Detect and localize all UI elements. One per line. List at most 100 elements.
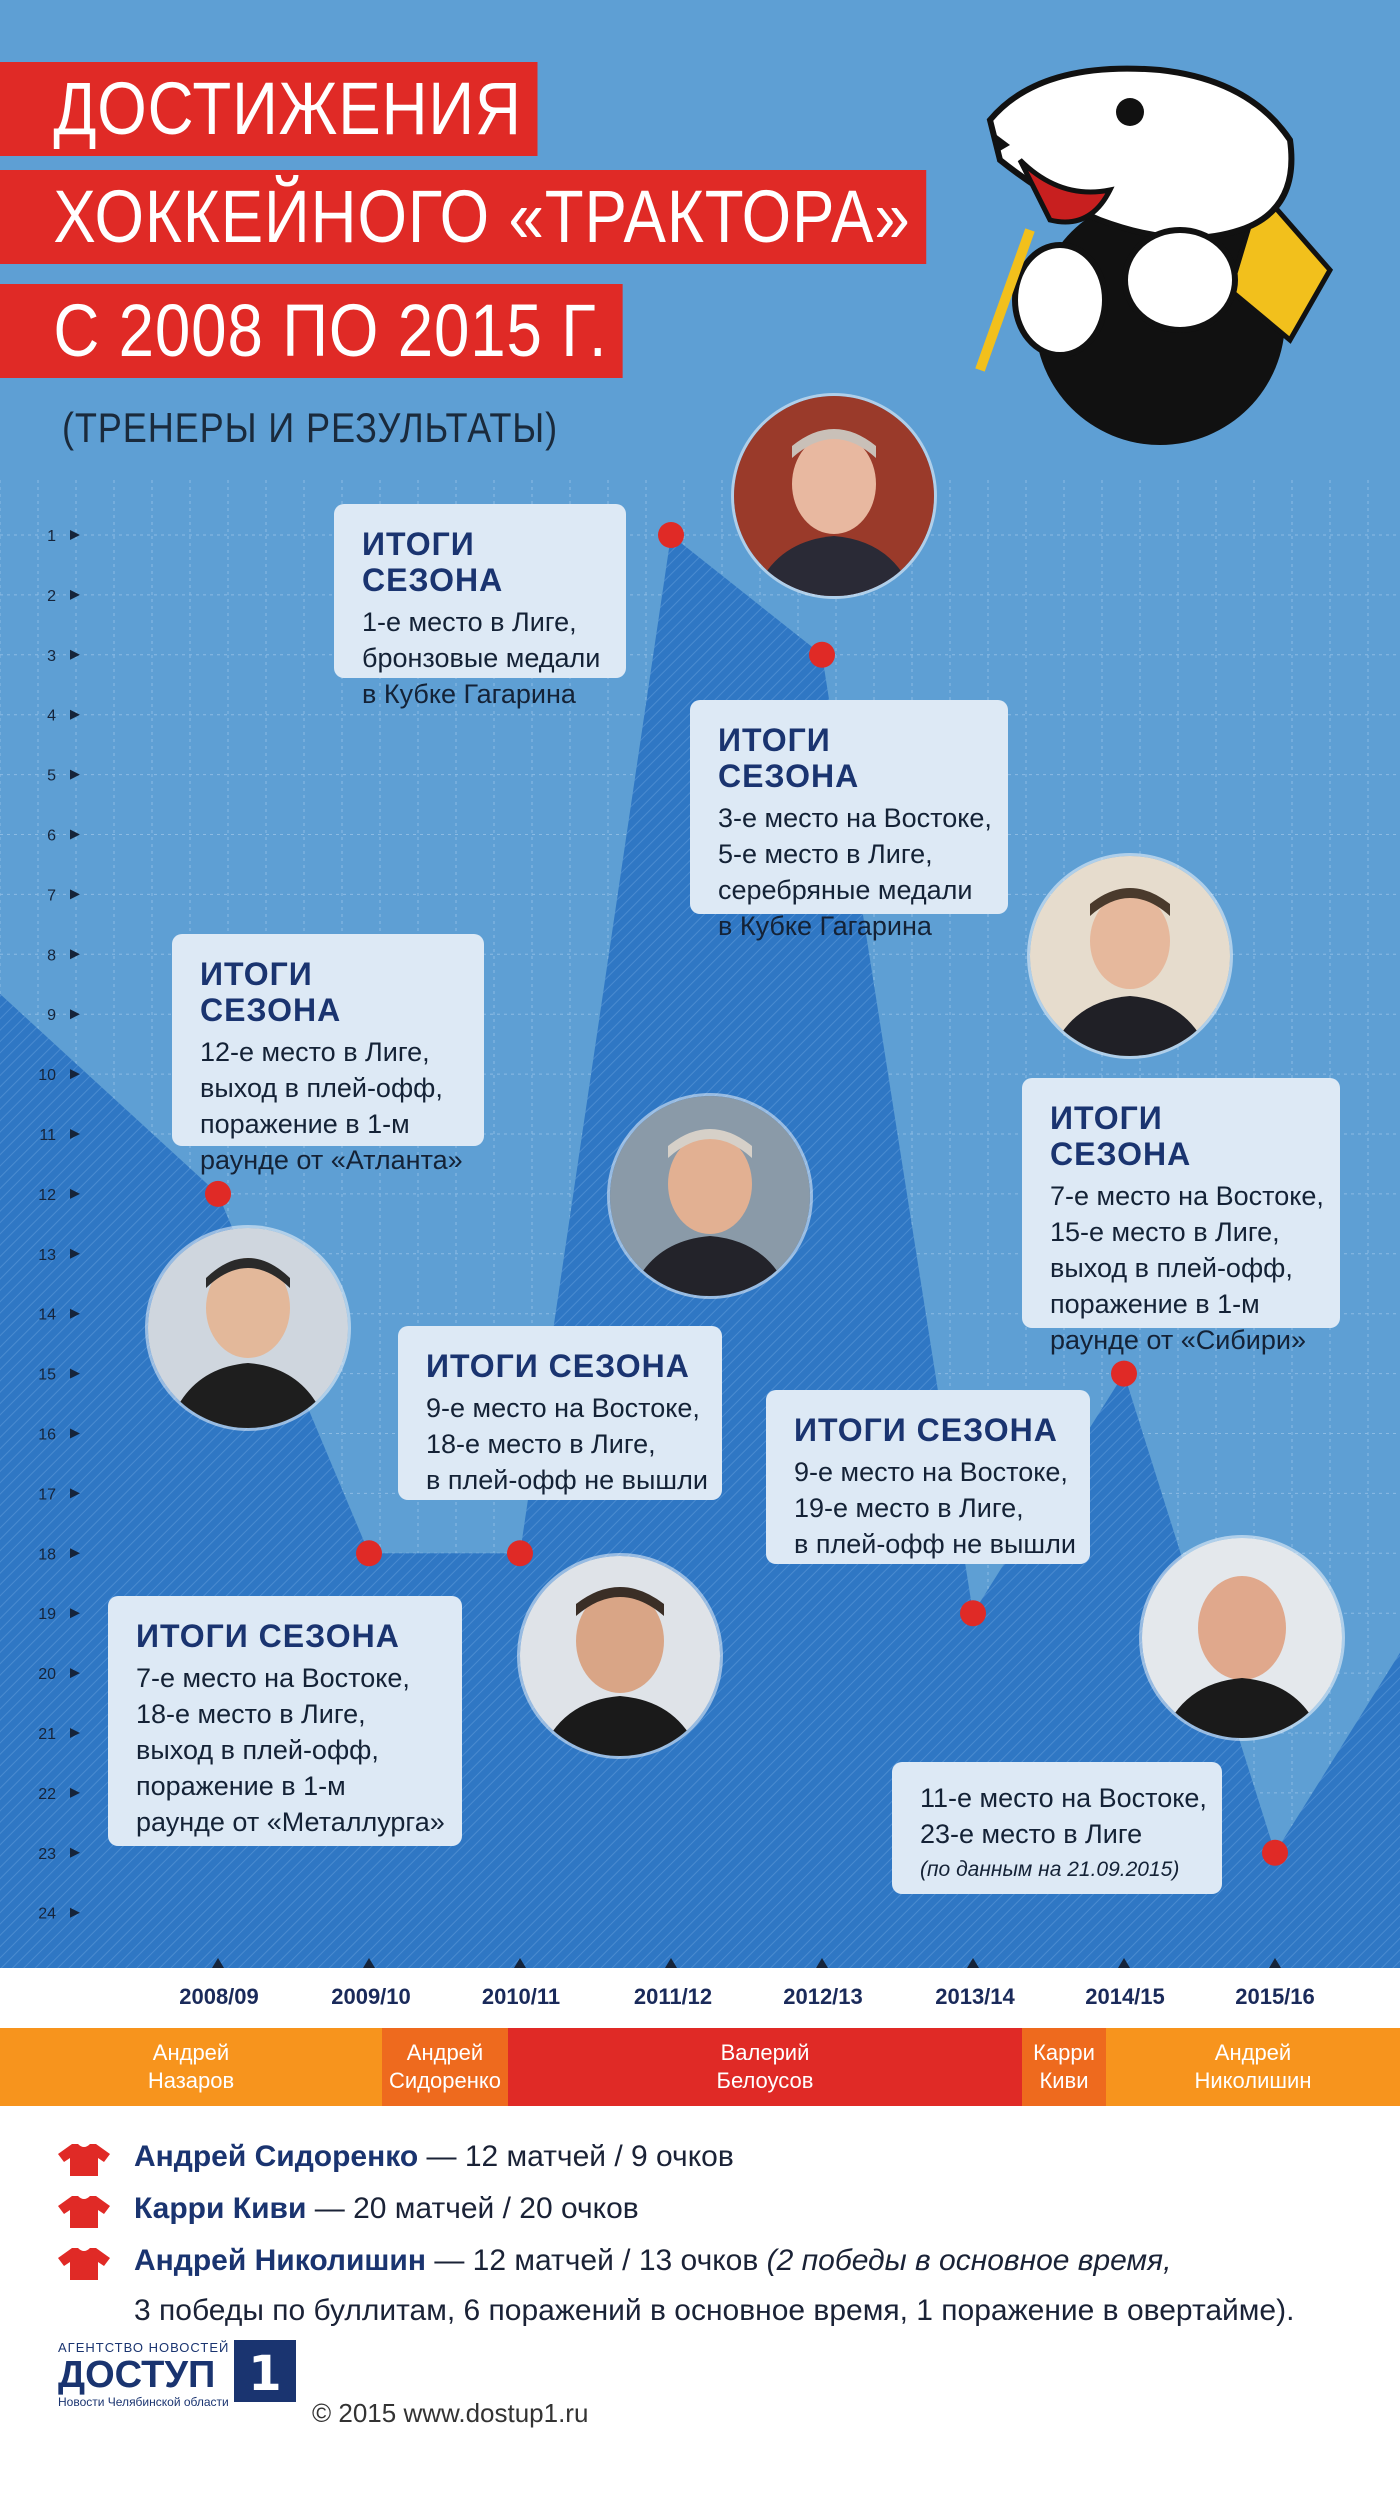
x-axis-band bbox=[0, 1968, 1400, 2028]
x-tick-label: 2008/09 bbox=[179, 1984, 259, 2009]
stat-extra: (2 победы в основное время, bbox=[766, 2244, 1172, 2277]
y-tick-mark bbox=[70, 709, 80, 720]
callout-2013-14: ИТОГИ СЕЗОНА 9-е место на Востоке, 19-е … bbox=[766, 1390, 1090, 1564]
coach-segment-sidorenko: Андрей Сидоренко bbox=[382, 2028, 508, 2106]
callout-line: 18-е место в Лиге, bbox=[136, 1699, 366, 1729]
y-tick-mark bbox=[70, 1668, 80, 1679]
jersey-icon bbox=[58, 2144, 110, 2176]
stat-line-sidorenko: Андрей Сидоренко — 12 матчей / 9 очков bbox=[134, 2140, 734, 2174]
callout-line: 5-е место в Лиге, bbox=[718, 839, 933, 869]
x-tick-label: 2012/13 bbox=[783, 1984, 863, 2009]
coach-photo-icon bbox=[148, 1228, 348, 1428]
data-point bbox=[507, 1540, 533, 1567]
stats-section bbox=[0, 2106, 1400, 2500]
jersey-icon bbox=[58, 2196, 110, 2228]
coach-name: Карри bbox=[1033, 2040, 1095, 2065]
coach-surname: Назаров bbox=[147, 2068, 235, 2093]
callout-line: в плей-офф не вышли bbox=[426, 1465, 708, 1495]
dostup-logo: АГЕНТСТВО НОВОСТЕЙ ДОСТУП Новости Челяби… bbox=[58, 2340, 298, 2430]
x-tick-mark bbox=[665, 1958, 677, 1968]
y-tick-label: 7 bbox=[47, 887, 56, 904]
callout-line: 19-е место в Лиге, bbox=[794, 1493, 1024, 1523]
stat-name: Андрей Николишин bbox=[134, 2244, 426, 2277]
x-tick-label: 2015/16 bbox=[1235, 1984, 1315, 2009]
y-tick-mark bbox=[70, 1847, 80, 1858]
y-tick-label: 2 bbox=[47, 588, 56, 605]
y-tick-label: 24 bbox=[38, 1906, 56, 1923]
y-tick-label: 19 bbox=[38, 1606, 56, 1623]
dostup-1-icon: 1 bbox=[234, 2340, 296, 2402]
y-tick-label: 3 bbox=[47, 648, 56, 665]
callout-line: 11-е место на Востоке, bbox=[920, 1783, 1207, 1813]
data-point bbox=[205, 1180, 231, 1207]
y-tick-mark bbox=[70, 1488, 80, 1499]
y-tick-mark bbox=[70, 649, 80, 660]
callout-line: 1-е место в Лиге, bbox=[362, 607, 577, 637]
data-point bbox=[1111, 1360, 1137, 1387]
y-tick-label: 22 bbox=[38, 1786, 56, 1803]
y-tick-mark bbox=[70, 889, 80, 900]
callout-line: 23-е место в Лиге bbox=[920, 1819, 1143, 1849]
callout-line: раунде от «Металлурга» bbox=[136, 1807, 445, 1837]
x-tick-label: 2010/11 bbox=[481, 1984, 561, 2009]
stat-name: Андрей Сидоренко bbox=[134, 2140, 419, 2173]
y-tick-mark bbox=[70, 1129, 80, 1139]
callout-heading: ИТОГИ СЕЗОНА bbox=[794, 1412, 1058, 1448]
agency-name: ДОСТУП bbox=[58, 2354, 216, 2396]
y-tick-label: 6 bbox=[47, 828, 56, 845]
stat-value: — 12 матчей / 13 очков bbox=[426, 2244, 767, 2277]
callout-line: поражение в 1-м bbox=[200, 1109, 410, 1139]
y-tick-label: 23 bbox=[38, 1846, 56, 1863]
agency-sub: Новости Челябинской области bbox=[58, 2395, 229, 2409]
stat-extra-line: 3 победы по буллитам, 6 поражений в осно… bbox=[134, 2294, 1295, 2327]
callout-2009-10: ИТОГИ СЕЗОНА 7-е место на Востоке, 18-е … bbox=[108, 1596, 462, 1846]
y-tick-mark bbox=[70, 829, 80, 840]
callout-heading: ИТОГИ СЕЗОНА bbox=[362, 526, 504, 598]
x-tick-mark bbox=[363, 1958, 375, 1968]
y-tick-mark bbox=[70, 1787, 80, 1798]
y-tick-mark bbox=[70, 1069, 80, 1080]
callout-line: 12-е место в Лиге, bbox=[200, 1037, 430, 1067]
title-line-2: хоккейного «Трактора» bbox=[0, 170, 927, 264]
x-tick-mark bbox=[816, 1958, 828, 1968]
chart-markers bbox=[205, 522, 1288, 1968]
coach-surname: Белоусов bbox=[716, 2068, 814, 2093]
callout-line: 15-е место в Лиге, bbox=[1050, 1217, 1280, 1247]
data-point bbox=[1262, 1839, 1288, 1866]
coach-segment-nazarov: Андрей Назаров bbox=[0, 2028, 382, 2106]
coach-photo-icon bbox=[520, 1556, 720, 1756]
y-tick-label: 8 bbox=[47, 947, 56, 964]
stat-line-kivi: Карри Киви — 20 матчей / 20 очков bbox=[134, 2192, 639, 2226]
y-tick-label: 1 bbox=[47, 528, 56, 545]
x-tick-mark bbox=[1269, 1958, 1281, 1968]
y-tick-label: 13 bbox=[38, 1247, 56, 1264]
callout-line: серебряные медали bbox=[718, 875, 973, 905]
y-tick-mark bbox=[70, 1248, 80, 1259]
data-point bbox=[960, 1600, 986, 1627]
agency-top: АГЕНТСТВО НОВОСТЕЙ bbox=[58, 2340, 230, 2355]
y-tick-label: 21 bbox=[38, 1726, 56, 1743]
coach-name: Андрей bbox=[152, 2040, 230, 2065]
y-tick-label: 5 bbox=[47, 768, 56, 785]
y-tick-mark bbox=[70, 1608, 80, 1619]
x-tick-label: 2009/10 bbox=[331, 1984, 411, 2009]
y-tick-label: 11 bbox=[39, 1127, 56, 1144]
stat-name: Карри Киви bbox=[134, 2192, 307, 2225]
coach-segment-nikolishin: Андрей Николишин bbox=[1106, 2028, 1400, 2106]
callout-line: 7-е место на Востоке, bbox=[136, 1663, 410, 1693]
y-tick-label: 15 bbox=[38, 1367, 56, 1384]
data-point bbox=[356, 1540, 382, 1567]
callout-heading: ИТОГИ СЕЗОНА bbox=[200, 956, 342, 1028]
callout-line: выход в плей-офф, bbox=[136, 1735, 379, 1765]
subtitle: (тренеры и результаты) bbox=[62, 404, 559, 451]
y-tick-label: 20 bbox=[38, 1666, 56, 1683]
callout-heading: ИТОГИ СЕЗОНА bbox=[136, 1618, 400, 1654]
copyright: © 2015 www.dostup1.ru bbox=[312, 2398, 589, 2428]
callout-line: выход в плей-офф, bbox=[200, 1073, 443, 1103]
callout-heading: ИТОГИ СЕЗОНА bbox=[1050, 1100, 1192, 1172]
y-tick-label: 4 bbox=[47, 708, 56, 725]
callout-2008-09: ИТОГИ СЕЗОНА 12-е место в Лиге, выход в … bbox=[172, 934, 484, 1175]
y-tick-mark bbox=[70, 1728, 80, 1738]
callout-line: 18-е место в Лиге, bbox=[426, 1429, 656, 1459]
